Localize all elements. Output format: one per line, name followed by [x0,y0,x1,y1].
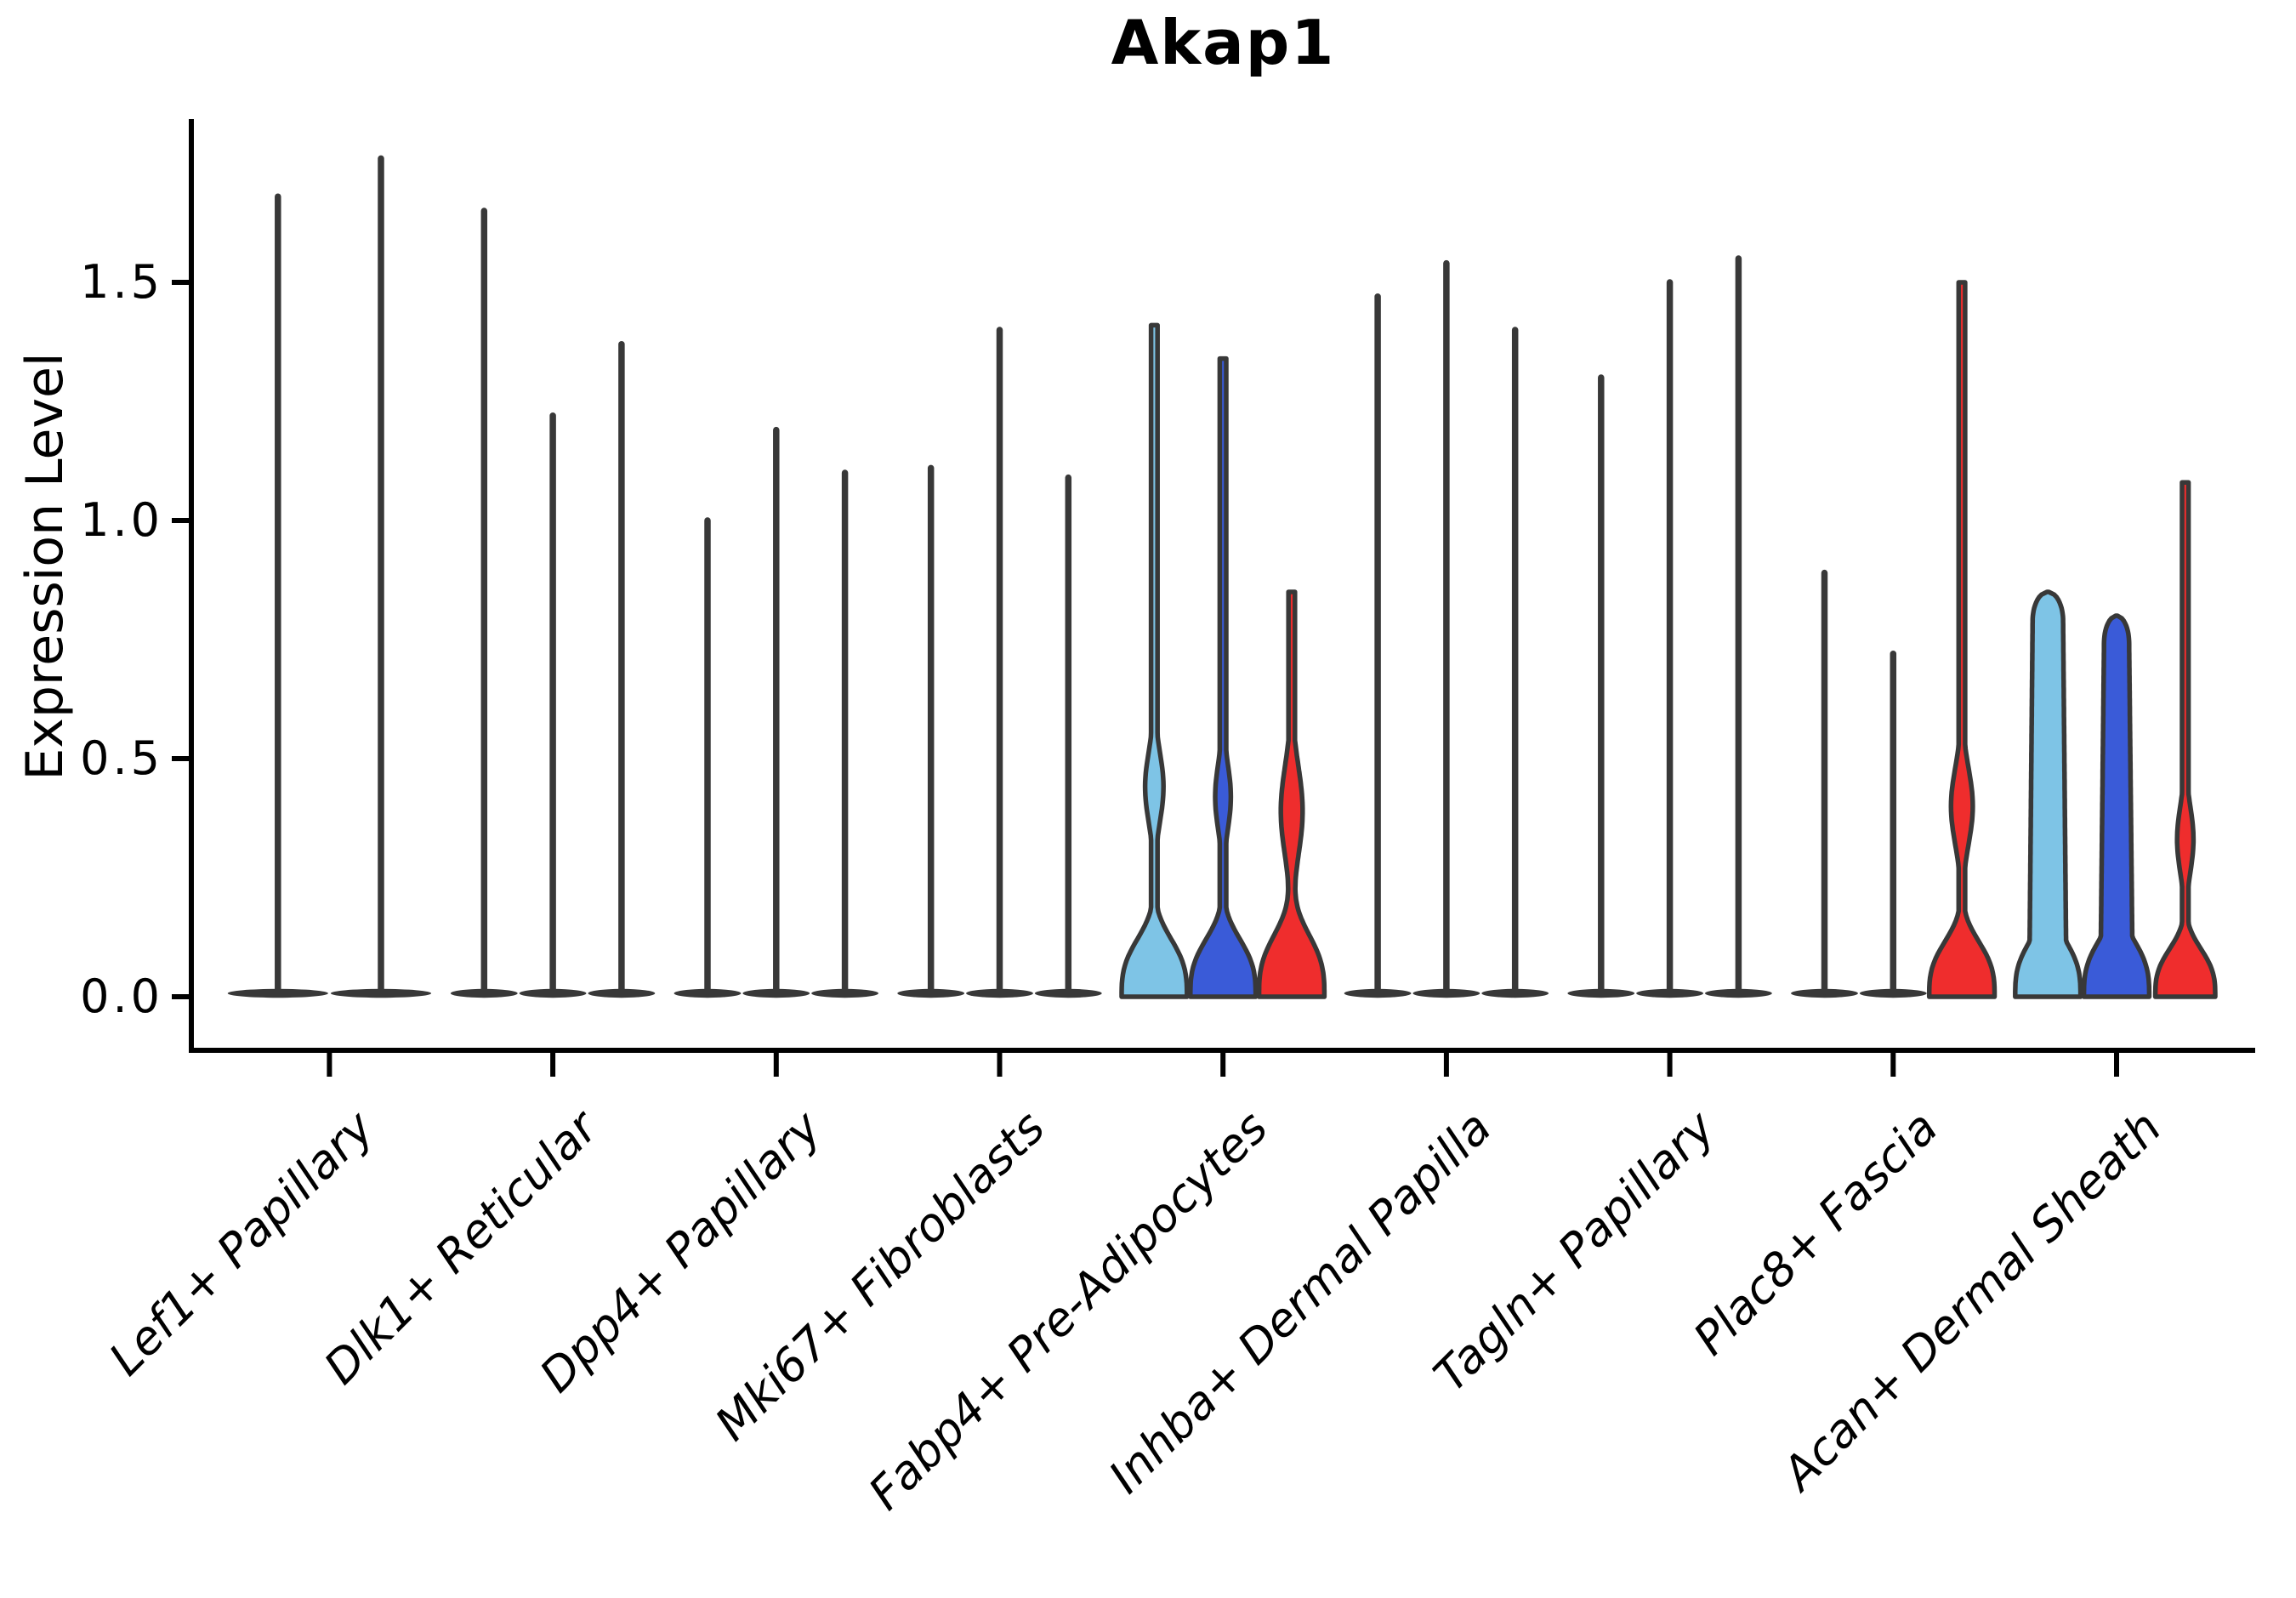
violin-plot-figure: Akap1 Expression Level 0.0 0.5 1.0 1.5 Lef1… [15,7,2255,1520]
violin-red [2152,480,2218,999]
violin-red [1256,589,1327,999]
violin-light_blue [1119,322,1190,999]
y-tick-label: 0.5 [80,731,163,785]
y-tick-label: 0.0 [80,970,163,1023]
violin-red [1926,280,1998,999]
violin-light_blue [2013,589,2083,999]
y-tick-label: 1.5 [80,255,163,309]
violin-royal_blue [2081,613,2152,999]
violin-royal_blue [1188,355,1259,999]
plot-canvas [172,119,2255,1077]
y-axis-label: Expression Level [15,352,75,781]
chart-title: Akap1 [1111,7,1336,78]
y-tick-label: 1.0 [80,493,163,547]
